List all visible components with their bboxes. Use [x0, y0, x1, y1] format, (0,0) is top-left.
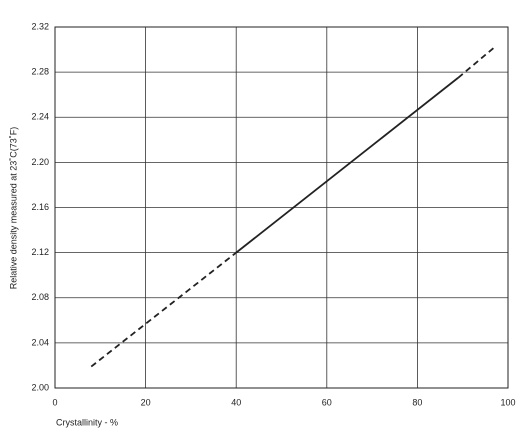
x-tick-label: 40 [231, 397, 241, 407]
line-series [235, 77, 459, 254]
plot-frame [54, 26, 509, 389]
y-tick-label: 2.00 [31, 382, 49, 392]
x-tick-label: 20 [141, 397, 151, 407]
x-tick-label: 60 [322, 397, 332, 407]
y-tick-label: 2.16 [31, 202, 49, 212]
y-tick-label: 2.04 [31, 337, 49, 347]
x-tick-label: 80 [412, 397, 422, 407]
y-tick-label: 2.32 [31, 21, 49, 31]
x-tick-label: 100 [500, 397, 515, 407]
y-tick-label: 2.20 [31, 157, 49, 167]
y-tick-label: 2.08 [31, 292, 49, 302]
y-tick-label: 2.12 [31, 247, 49, 257]
line-series [457, 46, 495, 79]
line-series [90, 251, 237, 368]
y-tick-label: 2.28 [31, 67, 49, 77]
y-tick-label: 2.24 [31, 112, 49, 122]
y-axis-label: Relative density measured at 23˚C(73˚F) [8, 127, 18, 290]
x-tick-label: 0 [52, 397, 57, 407]
x-axis-label: Crystallinity - % [56, 417, 118, 427]
